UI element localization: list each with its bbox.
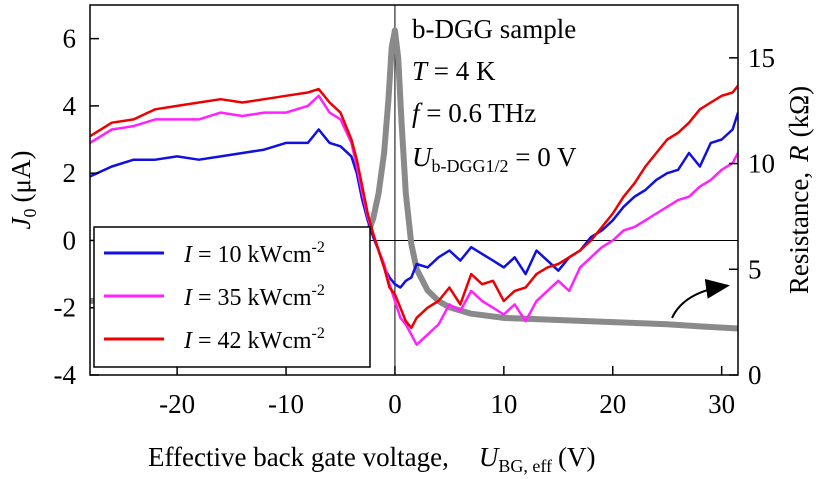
left-y-tick-label: 4 — [63, 91, 77, 121]
left-y-tick-label: 0 — [63, 225, 77, 255]
left-y-axis-unit: (μA) — [6, 151, 36, 203]
right-y-tick-label: 15 — [748, 43, 775, 73]
frequency-symbol: f — [412, 98, 423, 128]
gate-voltage-symbol: U — [412, 142, 433, 172]
plot-frame — [89, 4, 739, 376]
x-tick-label: 10 — [490, 389, 517, 419]
x-axis-title-unit: (V) — [558, 442, 595, 472]
x-axis-title-subscript: BG, eff — [498, 456, 552, 476]
series-line-10kw — [90, 112, 738, 289]
left-y-axis-symbol: J — [6, 215, 36, 229]
left-y-tick-label: 6 — [63, 24, 77, 54]
annotation-temperature: T = 4 K — [412, 56, 496, 86]
left-y-tick-label: 2 — [63, 158, 77, 188]
x-tick-label: 20 — [599, 389, 626, 419]
right-y-axis-ticks: 0 5 10 15 — [729, 43, 775, 390]
legend-label-42kw: I = 42 kWcm-2 — [183, 325, 325, 354]
legend: I = 10 kWcm-2 I = 35 kWcm-2 I = 42 kWcm-… — [93, 226, 371, 368]
x-axis-title: Effective back gate voltage, UBG, eff (V) — [148, 442, 596, 476]
annotation-gate-voltage: Ub-DGG1/2 = 0 V — [412, 142, 577, 176]
left-y-tick-label: -2 — [54, 293, 77, 323]
right-y-tick-label: 10 — [748, 149, 775, 179]
right-y-axis-unit: (kΩ) — [784, 86, 814, 138]
gate-voltage-subscript: b-DGG1/2 — [432, 156, 509, 176]
right-y-axis-symbol: R — [784, 145, 814, 163]
right-y-tick-label: 5 — [748, 254, 762, 284]
x-axis-title-symbol: U — [479, 442, 500, 472]
annotation-frequency: f = 0.6 THz — [412, 98, 536, 128]
x-tick-label: -20 — [159, 389, 195, 419]
left-y-axis-ticks: -4 -2 0 2 4 6 — [54, 24, 99, 390]
right-axis-arrow — [671, 278, 730, 319]
right-y-tick-label: 0 — [748, 360, 762, 390]
x-tick-label: 30 — [708, 389, 735, 419]
series-line-42kw — [90, 84, 738, 330]
series-line-35kw — [90, 94, 738, 346]
x-axis-ticks: -20 -10 0 10 20 30 — [159, 366, 735, 419]
temperature-symbol: T — [412, 56, 429, 86]
temperature-value: = 4 K — [427, 56, 496, 86]
frequency-value: = 0.6 THz — [420, 98, 537, 128]
right-y-axis-text: Resistance, — [784, 172, 814, 294]
left-y-tick-label: -4 — [54, 360, 77, 390]
left-y-axis-subscript: 0 — [20, 208, 40, 217]
x-axis-title-main: Effective back gate voltage, — [148, 442, 449, 472]
legend-label-35kw: I = 35 kWcm-2 — [183, 282, 325, 311]
x-tick-label: -10 — [268, 389, 304, 419]
right-y-axis-title: Resistance, R (kΩ) — [784, 86, 814, 294]
x-tick-label: 0 — [388, 389, 402, 419]
legend-label-10kw: I = 10 kWcm-2 — [183, 239, 325, 268]
gate-voltage-value: = 0 V — [509, 142, 577, 172]
left-y-axis-title: J0 (μA) — [6, 151, 40, 230]
annotation-sample: b-DGG sample — [412, 14, 576, 44]
